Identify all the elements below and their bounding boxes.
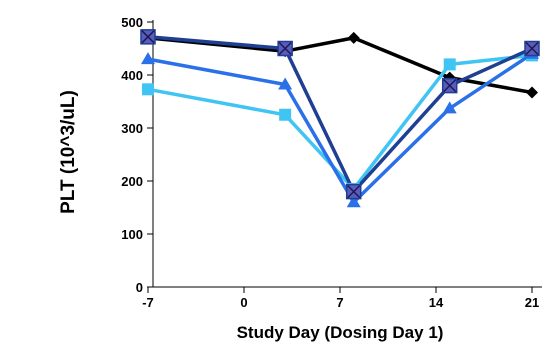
y-tick-label: 0 xyxy=(136,280,143,295)
data-point-4 xyxy=(524,40,540,57)
marker-cross xyxy=(141,30,155,44)
y-tick-label: 100 xyxy=(121,227,143,242)
data-point-2 xyxy=(142,83,154,96)
marker-cross xyxy=(347,185,361,199)
data-point-4 xyxy=(345,183,362,200)
data-point-2 xyxy=(279,108,292,121)
y-tick-label: 500 xyxy=(121,15,143,30)
data-point-2 xyxy=(443,58,456,71)
series-layer xyxy=(147,35,533,204)
data-point-3 xyxy=(346,195,361,208)
y-axis-title: PLT (10^3/uL) xyxy=(58,90,79,214)
marker-cross xyxy=(525,41,539,56)
x-tick-label: -7 xyxy=(142,295,154,310)
data-point-1 xyxy=(526,86,538,99)
marker-cross xyxy=(443,79,457,93)
x-tick-label: 21 xyxy=(525,295,539,310)
data-point-4 xyxy=(441,77,458,94)
x-tick-label: 0 xyxy=(240,295,247,310)
data-point-1 xyxy=(347,31,360,44)
x-tick-label: 7 xyxy=(336,295,343,310)
x-tick-label: 14 xyxy=(429,295,444,310)
data-point-4 xyxy=(140,29,156,45)
data-point-3 xyxy=(141,52,155,65)
marker-cross xyxy=(278,41,292,56)
x-axis-title: Study Day (Dosing Day 1) xyxy=(237,323,444,342)
y-tick-label: 200 xyxy=(121,174,143,189)
data-point-3 xyxy=(442,101,457,114)
marker-layer xyxy=(140,29,540,208)
series-line-1 xyxy=(147,36,533,95)
y-tick-label: 400 xyxy=(121,68,143,83)
data-point-4 xyxy=(277,40,293,57)
y-tick-label: 300 xyxy=(121,121,143,136)
data-point-3 xyxy=(278,77,293,90)
